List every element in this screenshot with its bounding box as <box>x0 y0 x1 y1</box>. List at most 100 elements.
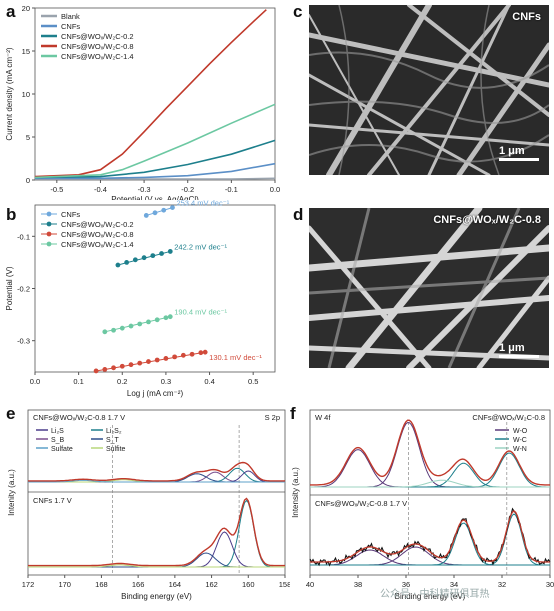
data-point-b-3-8 <box>167 314 173 320</box>
x-tick-label-b-1: 0.1 <box>73 377 83 386</box>
x-tick-label-e-1: 170 <box>58 580 71 589</box>
x-tick-label-b-4: 0.4 <box>204 377 214 386</box>
data-point-b-2-6 <box>146 359 151 364</box>
envelope-e-bot <box>28 497 285 567</box>
x-tick-label-f-1: 38 <box>354 580 362 589</box>
data-point-b-0-1 <box>152 210 158 216</box>
panel-a-label: a <box>6 2 16 21</box>
slope-label-b-2: 130.1 mV dec⁻¹ <box>209 353 262 362</box>
legend-label-b-2: CNFs@WOₓ/W₂C-0.8 <box>61 230 134 239</box>
scale-line-c <box>499 158 539 161</box>
sem-tag-c: CNFs <box>512 11 541 23</box>
panel-f-label: f <box>290 404 296 423</box>
x-tick-label-f-4: 32 <box>498 580 506 589</box>
x-axis-label-e: Binding energy (eV) <box>121 592 192 601</box>
legend-marker-b-2 <box>46 231 52 237</box>
legend-label-f-0: W-O <box>513 428 528 435</box>
x-tick-label-b-0: 0.0 <box>30 377 40 386</box>
x-axis-label-f: Binding energy (eV) <box>395 592 466 601</box>
axis-frame-e <box>27 409 286 576</box>
y-axis-label-b: Potential (V) <box>5 266 14 310</box>
data-point-b-3-0 <box>102 329 108 335</box>
data-point-b-2-8 <box>163 356 169 361</box>
y-axis-label-e: Intenity (a.u.) <box>7 469 16 516</box>
y-tick-label-b-0: -0.1 <box>17 232 30 241</box>
x-tick-label-b-5: 0.5 <box>248 377 258 386</box>
legend-marker-b-0 <box>46 211 52 217</box>
y-tick-label-a-0: 0 <box>26 176 30 185</box>
legend-label-a-4: CNFs@WOₓ/W₂C-1.4 <box>61 52 134 61</box>
data-point-b-2-5 <box>137 360 143 366</box>
scale-label-d: 1 μm <box>499 342 525 354</box>
slope-label-b-0: 253.4 mV dec⁻¹ <box>176 200 229 208</box>
x-axis-label-a: Potential (V vs. Ag/AgCl) <box>111 195 199 200</box>
x-tick-label-e-3: 166 <box>132 580 145 589</box>
x-tick-label-b-3: 0.3 <box>161 377 171 386</box>
data-point-b-3-5 <box>146 319 151 325</box>
envelope-e-top <box>28 461 285 482</box>
legend-label-a-3: CNFs@WOₓ/W₂C-0.8 <box>61 42 134 51</box>
panel-e-chart: 172 170 168 166 164 162 160 158 Binding energy (… <box>7 409 290 601</box>
data-point-b-2-7 <box>154 357 160 363</box>
y-tick-label-b-1: -0.2 <box>17 285 30 294</box>
bottom-title-f: CNFs@WOₓ/W₂C-0.8 1.7 V <box>315 499 407 508</box>
y-tick-label-b-2: -0.3 <box>17 337 30 346</box>
data-point-b-1-4 <box>150 253 156 259</box>
legend-marker-b-3 <box>46 241 52 247</box>
corner-label-e: S 2p <box>265 413 280 422</box>
component-f-top-2 <box>310 462 550 488</box>
data-point-b-3-7 <box>163 315 169 321</box>
data-point-b-1-2 <box>132 257 138 263</box>
data-point-b-1-0 <box>115 262 121 268</box>
legend-label-e-4: Sulfate <box>51 446 73 453</box>
envelope-f-top <box>310 419 550 486</box>
legend-label-f-1: W-C <box>513 437 527 444</box>
y-tick-label-a-2: 10 <box>22 90 30 99</box>
data-point-b-0-0 <box>143 213 149 218</box>
sem-image-cnfs: CNFs 1 μm <box>309 5 549 175</box>
legend-label-e-2: S_B <box>51 437 65 444</box>
data-point-b-2-13 <box>202 349 208 355</box>
legend-label-a-0: Blank <box>61 12 80 21</box>
envelope-f-bot <box>310 510 550 563</box>
x-tick-label-a-0: -0.5 <box>50 185 63 194</box>
series-line-a-2 <box>34 139 276 179</box>
series-line-a-4 <box>34 103 276 179</box>
legend-label-b-0: CNFs <box>61 210 80 219</box>
x-tick-label-f-0: 40 <box>306 580 314 589</box>
data-point-b-1-1 <box>124 260 130 265</box>
legend-marker-b-1 <box>46 221 52 227</box>
data-point-b-3-1 <box>111 327 116 333</box>
data-point-b-2-10 <box>180 352 186 358</box>
legend-label-a-1: CNFs <box>61 22 80 31</box>
data-point-b-3-3 <box>128 323 134 329</box>
data-point-b-1-5 <box>159 251 164 256</box>
y-tick-label-a-1: 5 <box>26 133 30 142</box>
sem-fibers-d <box>309 208 549 368</box>
x-tick-label-a-4: -0.1 <box>225 185 238 194</box>
x-tick-label-a-5: 0.0 <box>270 185 280 194</box>
x-tick-label-a-1: -0.4 <box>94 185 107 194</box>
x-tick-label-e-0: 172 <box>22 580 35 589</box>
fit-line-b-0 <box>146 207 173 216</box>
data-point-b-2-0 <box>93 368 99 374</box>
data-point-b-2-3 <box>119 363 125 369</box>
series-line-a-1 <box>35 162 276 180</box>
legend-label-b-1: CNFs@WOₓ/W₂C-0.2 <box>61 220 134 229</box>
x-tick-label-e-6: 160 <box>242 580 255 589</box>
y-tick-label-a-4: 20 <box>22 4 30 13</box>
scale-bar-c: 1 μm <box>499 145 539 161</box>
y-axis-label-f: Intensity (a.u.) <box>291 467 300 518</box>
panel-c-label: c <box>293 2 303 21</box>
x-tick-label-f-3: 34 <box>450 580 458 589</box>
data-point-b-2-9 <box>172 354 178 360</box>
data-point-b-3-2 <box>119 325 125 331</box>
data-point-b-2-1 <box>102 366 108 372</box>
x-tick-label-e-5: 162 <box>205 580 218 589</box>
sem-image-wox: CNFs@WOₓ/W₂C-0.8 1 μm <box>309 208 549 368</box>
x-tick-label-b-2: 0.2 <box>117 377 127 386</box>
axis-frame-f <box>309 409 551 576</box>
slope-label-b-3: 190.4 mV dec⁻¹ <box>174 308 227 317</box>
bottom-title-e: CNFs 1.7 V <box>33 496 72 505</box>
component-e-bot-1 <box>28 531 285 568</box>
